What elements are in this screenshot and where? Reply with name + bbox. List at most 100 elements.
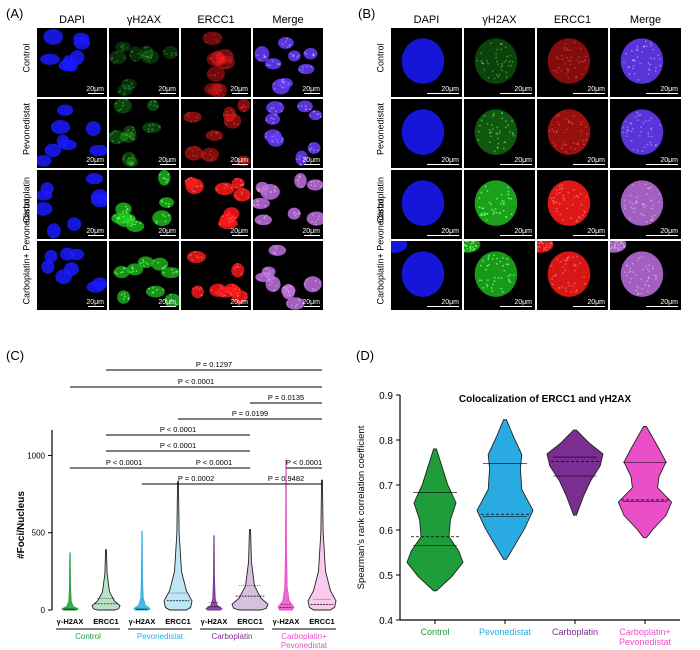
micrograph-cell: 20μm (37, 170, 107, 239)
micrograph-cell: 20μm (181, 241, 251, 310)
scale-bar-line (573, 306, 605, 307)
micrograph-image (474, 180, 518, 226)
scale-bar-line (232, 235, 248, 236)
p-value-label: P = 0.0199 (232, 409, 268, 418)
row-label: Pevonedistat (21, 102, 31, 155)
micrograph-cell: 20μm (37, 99, 107, 168)
y-tick-label: 1000 (27, 451, 45, 460)
violin-shape (61, 552, 79, 611)
panel-c-label: (C) (6, 348, 25, 363)
scale-bar-label: 20μm (514, 228, 532, 235)
scale-bar-line (160, 235, 176, 236)
violin-shape (476, 419, 534, 560)
scale-bar-line (646, 164, 678, 165)
scale-bar-label: 20μm (158, 299, 176, 306)
scale-bar-label: 20μm (441, 86, 459, 93)
scale-bar-line (500, 164, 532, 165)
micrograph-image (401, 180, 445, 226)
p-value-label: P < 0.0001 (106, 458, 142, 467)
scale-bar-label: 20μm (158, 157, 176, 164)
micrograph-cell: 20μm (109, 99, 179, 168)
micrograph-image (547, 180, 591, 226)
scale-bar-line (304, 235, 320, 236)
micrograph-cell: 20μm (537, 99, 608, 168)
panel-d-label: (D) (356, 348, 375, 363)
scale-bar-line (646, 93, 678, 94)
scale-bar-label: 20μm (158, 228, 176, 235)
category-label: ERCC1 (93, 617, 118, 626)
micrograph-cell: 20μm (464, 99, 535, 168)
micrograph-image (547, 38, 591, 84)
micrograph-image (401, 109, 445, 155)
micrograph-image (40, 28, 91, 72)
scale-bar-line (88, 164, 104, 165)
scale-bar-line (500, 235, 532, 236)
panel-d-colocalization-violin-chart: Colocalization of ERCC1 and γH2AX 0.4 0.5 0… (356, 391, 680, 647)
scale-bar-label: 20μm (587, 86, 605, 93)
violin-shape (406, 448, 464, 592)
scale-bar-line (232, 93, 248, 94)
scale-bar-line (573, 164, 605, 165)
x-category-label: Pevonedistat (619, 637, 672, 647)
panel-b-micrograph-grid: DAPI γH2AX ERCC1 Merge Control 20μm 20μm 20μm 20… (350, 0, 700, 320)
y-tick-label: 0.4 (379, 616, 393, 627)
y-tick-label: 0 (41, 606, 46, 615)
scale-bar-line (573, 235, 605, 236)
group-label: Pevonedistat (137, 632, 184, 641)
channel-heading: DAPI (413, 14, 440, 26)
scale-bar-line (304, 93, 320, 94)
scale-bar-label: 20μm (441, 228, 459, 235)
scale-bar-line (500, 93, 532, 94)
micrograph-cell: 20μm (464, 241, 535, 310)
violin-shape (91, 549, 121, 611)
micrograph-cell: 20μm (109, 28, 179, 97)
micrograph-image (620, 38, 664, 84)
group-label: Carboplatin (212, 632, 253, 641)
micrograph-image (474, 38, 518, 84)
x-category-label: Control (420, 627, 449, 637)
category-label: γ-H2AX (201, 617, 228, 626)
group-label: Pevonedistat (281, 641, 328, 650)
violin-shape (546, 429, 604, 516)
row-label: Pevonedistat (375, 102, 385, 155)
micrograph-cell: 20μm (37, 28, 107, 97)
micrograph-cell: 20μm (181, 99, 251, 168)
micrograph-cell: 20μm (537, 170, 608, 239)
violin-shape (277, 459, 295, 611)
micrograph-image (264, 100, 323, 166)
panel-a-label: (A) (6, 6, 24, 21)
scale-bar-label: 20μm (302, 86, 320, 93)
category-label: γ-H2AX (57, 617, 84, 626)
micrograph-cell: 20μm (391, 99, 462, 168)
scale-bar-line (427, 93, 459, 94)
category-label: ERCC1 (165, 617, 190, 626)
scale-bar-line (573, 93, 605, 94)
chart-title: Colocalization of ERCC1 and γH2AX (459, 394, 632, 405)
y-tick-label: 0.7 (379, 481, 393, 492)
channel-heading: Merge (629, 14, 662, 26)
p-value-label: P = 0.1297 (196, 360, 232, 369)
category-label: ERCC1 (237, 617, 262, 626)
scale-bar-label: 20μm (441, 157, 459, 164)
scale-bar-line (160, 93, 176, 94)
scale-bar-line (232, 306, 248, 307)
micrograph-cell: 20μm (181, 170, 251, 239)
micrograph-image (253, 173, 323, 226)
y-tick-label: 0.5 (379, 571, 393, 582)
micrograph-cell: 20μm (253, 170, 323, 239)
scale-bar-label: 20μm (86, 228, 104, 235)
micrograph-image (113, 256, 179, 308)
y-axis-label: Spearman's rank correlation coefficient (356, 425, 367, 589)
scale-bar-line (427, 164, 459, 165)
y-tick-label: 0.8 (379, 436, 393, 447)
micrograph-image (41, 247, 107, 293)
micrograph-image (620, 180, 664, 226)
scale-bar-label: 20μm (86, 299, 104, 306)
micrograph-image (111, 170, 175, 232)
y-axis-label: #Foci/Nucleus (16, 491, 27, 559)
micrograph-image (610, 241, 664, 297)
scale-bar-label: 20μm (660, 228, 678, 235)
x-category-label: Carboplatin (552, 627, 598, 637)
micrograph-cell: 20μm (253, 99, 323, 168)
y-tick-label: 500 (32, 529, 46, 538)
